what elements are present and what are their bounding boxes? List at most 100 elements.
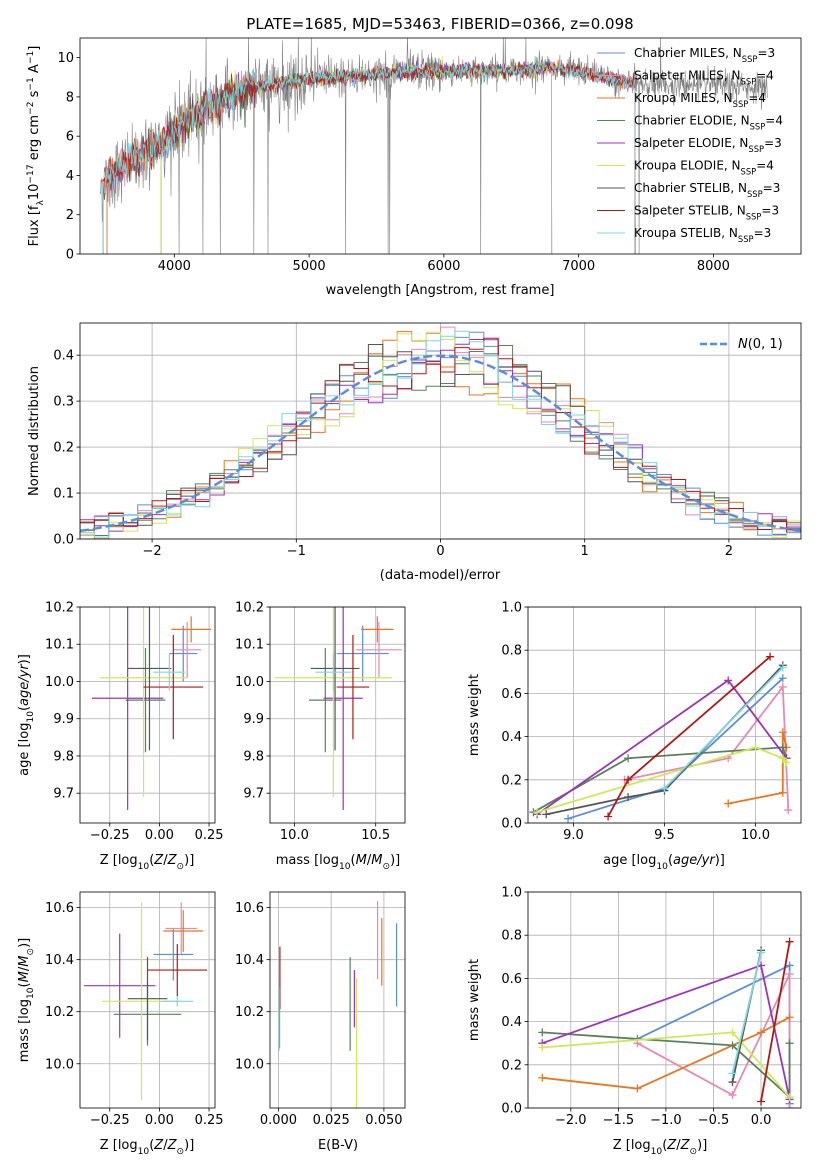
y-tick-label: 2 (66, 208, 74, 223)
data-spectrum-line (99, 38, 768, 254)
data-point-marker (757, 1097, 766, 1106)
x-tick-label: 0.000 (260, 1113, 297, 1128)
y-tick-label: 0.4 (501, 730, 522, 745)
x-tick-label: 0 (436, 544, 444, 559)
data-point-marker (538, 1073, 547, 1082)
series-line (760, 941, 791, 1102)
data-point-marker (533, 808, 542, 817)
data-point-marker (785, 970, 794, 979)
x-axis-label: Z [log10(Z/Z⊙)] (100, 853, 195, 872)
model-line-kroupa-elodie (160, 56, 553, 254)
y-tick-label: 9.7 (243, 787, 264, 802)
series-line (533, 746, 788, 813)
data-point-marker (538, 1043, 547, 1052)
x-tick-label: 4000 (158, 259, 191, 274)
y-tick-label: 0.0 (501, 1102, 522, 1117)
axes-frame (79, 606, 216, 824)
y-axis-label: age [log10(age/yr)] (17, 654, 36, 776)
legend-gaussian-label: N(0, 1) (738, 337, 783, 352)
y-tick-label: 10.0 (45, 1057, 74, 1072)
data-point-marker (564, 814, 573, 823)
mass-vs-Z-panel: −0.25 0.00 0.25 10.0 10.2 10.4 10.6 Z [log10(Z/… (17, 891, 224, 1157)
data-point-marker (538, 1028, 547, 1037)
y-tick-label: 0.6 (501, 687, 522, 702)
legend-entry: Kroupa MILES, NSSP=4 (634, 91, 766, 109)
series-line (731, 952, 762, 1074)
point-salpeter-stelib (147, 944, 208, 997)
point-chabrier-stelib (127, 607, 172, 751)
model-line-chabrier-miles (106, 61, 636, 254)
y-tick-label: 9.8 (53, 749, 74, 764)
legend-entry: Chabrier ELODIE, NSSP=4 (634, 114, 783, 132)
x-tick-label: −2 (143, 544, 162, 559)
y-tick-label: 9.9 (243, 712, 264, 727)
series-salpeter-stelib (757, 937, 794, 1106)
spectrum-panel: 4000 5000 6000 7000 8000 0 2 4 6 8 10 Chabrier MILE… (26, 37, 802, 298)
data-point-marker (757, 1028, 766, 1037)
data-point-marker (624, 775, 633, 784)
point-salpeter-stelib (336, 634, 370, 740)
age-vs-Z-panel: −0.25 0.00 0.25 9.7 9.8 9.9 10.0 10.1 10.2 Z [log… (17, 601, 224, 873)
data-point-marker (766, 652, 775, 661)
point-chabrier-miles (153, 928, 194, 981)
point-kroupa-miles (361, 616, 394, 643)
series-kroupa-stelib (660, 663, 787, 793)
x-tick-label: 0.0 (751, 1113, 772, 1128)
point-salpeter-elodie (91, 607, 164, 810)
data-point-marker (784, 806, 793, 815)
point-chabrier-elodie (309, 647, 342, 753)
point-salpeter-stelib (143, 634, 204, 740)
axes-frame (79, 891, 216, 1109)
x-tick-label: 8000 (697, 259, 730, 274)
data-point-marker (778, 728, 787, 737)
model-line-chabrier-elodie (160, 56, 553, 254)
y-tick-label: 1.0 (501, 601, 522, 616)
y-tick-label: 10.4 (45, 953, 74, 968)
x-tick-label: −0.5 (698, 1113, 730, 1128)
point-kroupa-elodie (99, 607, 188, 797)
x-axis-label: mass [log10(M/M⊙)] (276, 853, 400, 872)
x-axis-label: age [log10(age/yr)] (603, 853, 725, 872)
data-point-marker (778, 682, 787, 691)
axes-frame (79, 37, 802, 255)
data-point-marker (624, 754, 633, 763)
x-tick-label: 0.00 (145, 828, 174, 843)
series-kroupa-miles (724, 728, 791, 808)
data-point-marker (728, 1041, 737, 1050)
data-point-marker (785, 1039, 794, 1048)
point-salpeter-miles (173, 621, 202, 678)
plot-area (529, 652, 793, 823)
axes-frame (79, 322, 802, 540)
model-line-chabrier-stelib (102, 61, 636, 254)
series-line (536, 746, 788, 814)
figure-title: PLATE=1685, MJD=53463, FIBERID=0366, z=0… (246, 15, 633, 33)
axes-frame (527, 891, 802, 1109)
legend-entry: Salpeter ELODIE, NSSP=3 (634, 136, 782, 154)
x-tick-label: 9.5 (654, 828, 675, 843)
point-chabrier-stelib (127, 957, 168, 1041)
x-tick-label: 0.00 (145, 1113, 174, 1128)
point-salpeter-elodie (83, 933, 156, 1038)
y-tick-label: 10.2 (235, 601, 264, 616)
mass-weight-vs-Z-panel: −2.0 −1.5 −1.0 −0.5 0.0 0.0 0.2 0.4 0.6 0.8 1.0 Z [… (467, 886, 802, 1157)
y-tick-label: 10.1 (235, 638, 264, 653)
model-line-salpeter-stelib (102, 61, 636, 254)
hist-step-salpeter-stelib (80, 337, 801, 539)
y-tick-label: 0.2 (501, 773, 522, 788)
hist-step-kroupa-stelib (80, 330, 801, 539)
plot-area (99, 38, 768, 254)
x-axis-label: E(B-V) (318, 1138, 358, 1153)
series-kroupa-stelib (728, 948, 766, 1078)
x-tick-label: 7000 (562, 259, 595, 274)
legend-entry: Kroupa ELODIE, NSSP=4 (634, 159, 774, 177)
axes-frame (269, 891, 406, 1109)
age-vs-mass-panel: 10.0 10.5 9.7 9.8 9.9 10.0 10.1 10.2 mass [log10… (235, 601, 406, 872)
x-tick-label: −2.0 (555, 1113, 587, 1128)
y-tick-label: 8 (66, 90, 74, 105)
x-tick-label: 6000 (427, 259, 460, 274)
y-tick-label: 10.2 (45, 601, 74, 616)
x-tick-label: 10.5 (361, 828, 390, 843)
point-kroupa-stelib (315, 653, 352, 691)
series-line (728, 732, 788, 805)
